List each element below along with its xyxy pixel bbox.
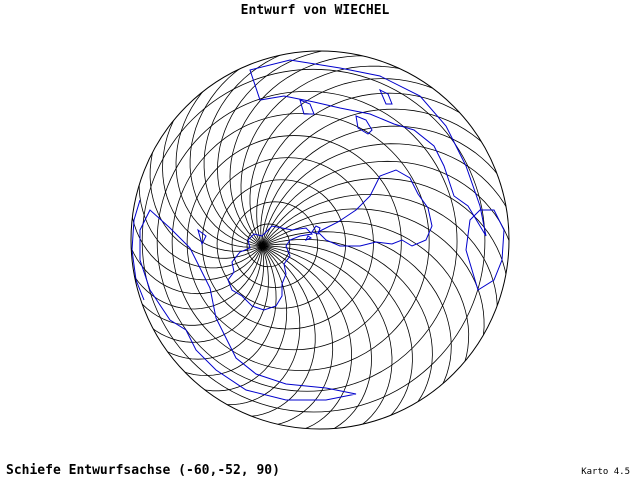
parallel xyxy=(186,135,402,351)
australia xyxy=(317,169,433,247)
meridian xyxy=(131,140,263,295)
meridian xyxy=(261,177,509,308)
new-zealand xyxy=(304,225,321,241)
meridian xyxy=(252,245,353,429)
meridian xyxy=(261,220,470,393)
meridian xyxy=(261,245,372,429)
west-coast xyxy=(131,199,207,301)
map-boundary xyxy=(130,50,510,430)
south-america xyxy=(139,209,357,401)
coastlines xyxy=(131,59,505,401)
parallel xyxy=(171,113,430,371)
meridian xyxy=(261,238,433,427)
islands-east xyxy=(299,88,393,135)
meridian xyxy=(261,125,509,247)
asia-north xyxy=(249,59,487,237)
meridian xyxy=(261,143,509,247)
meridian xyxy=(217,51,388,247)
meridian xyxy=(261,231,452,413)
meridian xyxy=(203,51,355,247)
parallel xyxy=(156,90,458,392)
parallel xyxy=(141,68,486,413)
meridian xyxy=(261,208,485,368)
version-label: Karto 4.5 xyxy=(581,467,630,477)
antarctica xyxy=(227,225,314,311)
meridian xyxy=(260,108,507,247)
meridian xyxy=(240,65,448,247)
africa xyxy=(465,209,505,291)
map-title: Entwurf von WIECHEL xyxy=(241,3,390,18)
meridian xyxy=(249,78,473,247)
meridian xyxy=(256,92,493,247)
meridian xyxy=(131,172,263,310)
parallel xyxy=(216,179,346,309)
caption: Schiefe Entwurfsachse (-60,-52, 90) xyxy=(6,463,280,478)
meridian xyxy=(229,55,420,247)
